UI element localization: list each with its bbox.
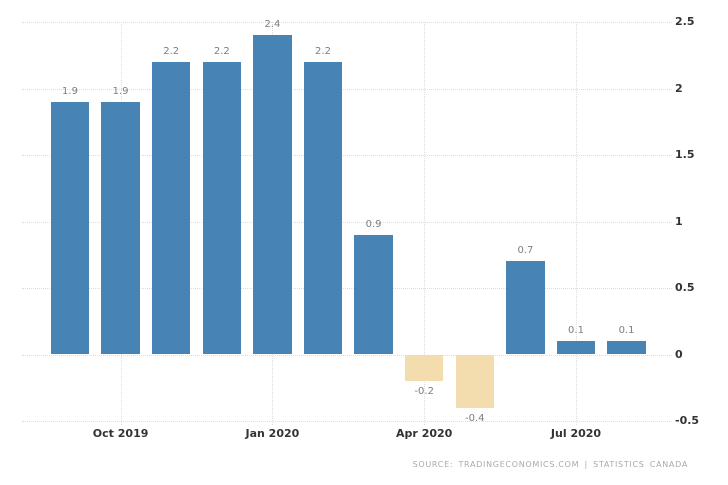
bar[interactable]: [202, 61, 242, 355]
x-gridline: [576, 22, 577, 425]
bar[interactable]: [303, 61, 343, 355]
bar[interactable]: [151, 61, 191, 355]
bar-value-label: 1.9: [62, 85, 78, 97]
bar-value-label: 2.2: [163, 45, 180, 57]
y-gridline: [22, 288, 672, 289]
y-gridline: [22, 155, 672, 156]
y-axis-tick-label: 2.5: [675, 15, 695, 28]
x-axis-tick-label: Oct 2019: [92, 427, 149, 440]
bar-value-label: 1.9: [112, 85, 129, 97]
bar-value-label: 0.7: [517, 245, 534, 257]
bar-value-label: 2.2: [213, 45, 230, 57]
bar-value-label: 0.1: [618, 325, 635, 337]
bar-value-label: 2.2: [315, 45, 331, 57]
bar[interactable]: [404, 354, 444, 382]
bar-value-label: -0.4: [465, 412, 485, 424]
bar-value-label: 2.4: [264, 19, 281, 31]
y-axis-tick-label: 0: [675, 347, 683, 361]
x-axis-tick-label: Jul 2020: [550, 427, 602, 440]
bar[interactable]: [607, 341, 646, 355]
y-axis-tick-label: 2: [675, 81, 683, 95]
bar[interactable]: [506, 261, 545, 355]
x-axis-tick-label: Apr 2020: [396, 427, 453, 440]
bar[interactable]: [455, 354, 495, 408]
bar[interactable]: [354, 234, 393, 355]
bar[interactable]: [556, 341, 596, 355]
bar-value-label: 0.1: [568, 325, 584, 337]
y-gridline: [22, 354, 672, 356]
x-axis-tick-label: Jan 2020: [245, 427, 300, 440]
y-axis-tick-label: 1: [675, 214, 683, 228]
bar[interactable]: [253, 35, 292, 355]
x-gridline: [424, 22, 426, 425]
y-axis-tick-label: 1.5: [675, 148, 695, 161]
bar-value-label: 0.9: [365, 218, 382, 230]
bar[interactable]: [101, 101, 140, 355]
y-gridline: [22, 221, 672, 223]
bar-value-label: -0.2: [414, 386, 434, 398]
y-axis-tick-label: 0.5: [675, 281, 695, 294]
y-gridline: [22, 22, 672, 23]
y-gridline: [22, 88, 672, 90]
source-attribution: SOURCE: TRADINGECONOMICS.COM | STATISTIC…: [412, 460, 688, 469]
y-axis-tick-label: -0.5: [675, 414, 700, 427]
y-gridline: [22, 421, 672, 422]
bar[interactable]: [50, 101, 90, 355]
